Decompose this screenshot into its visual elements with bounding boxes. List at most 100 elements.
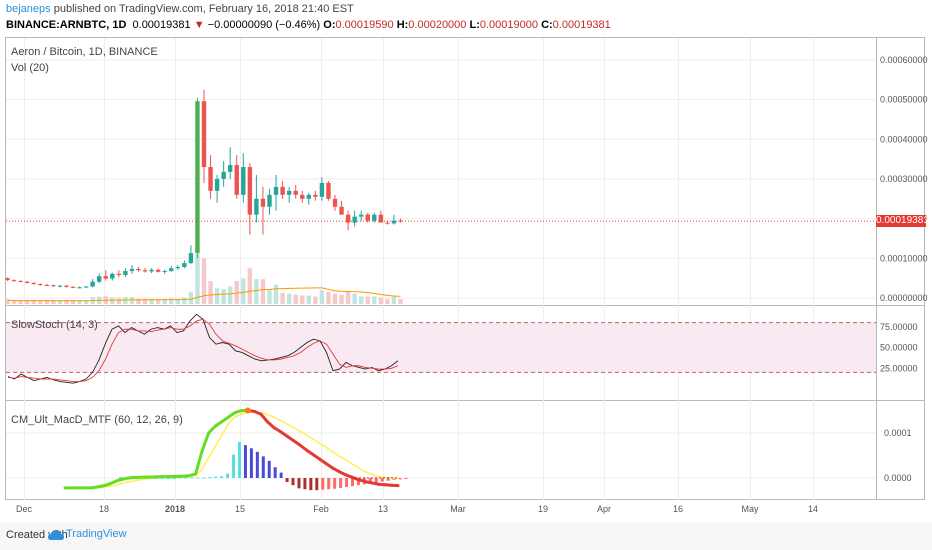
y-tick-label: 0.00040000 bbox=[880, 134, 928, 144]
volume-bar bbox=[247, 268, 253, 304]
tradingview-link[interactable]: TradingView bbox=[66, 528, 127, 540]
macd-hist-bar bbox=[368, 478, 372, 484]
candle-body bbox=[273, 186, 279, 195]
candle-body bbox=[306, 194, 311, 199]
candle-body bbox=[339, 206, 344, 215]
volume-bar bbox=[228, 286, 233, 304]
tradingview-cloud-icon bbox=[48, 530, 64, 540]
y-tick-label: 0.00030000 bbox=[880, 174, 928, 184]
macd-hist-bar bbox=[119, 477, 123, 479]
candle-body bbox=[97, 276, 102, 282]
author-link[interactable]: bejaneps bbox=[6, 3, 51, 15]
last-price: 0.00019381 bbox=[132, 19, 191, 31]
volume-bar bbox=[208, 281, 213, 304]
volume-bar bbox=[254, 279, 259, 304]
volume-bar bbox=[273, 284, 279, 304]
candle-body bbox=[391, 220, 397, 224]
stoch-band-fill bbox=[6, 322, 876, 373]
volume-bar bbox=[31, 299, 36, 304]
candle-body bbox=[221, 171, 226, 179]
volume-bar bbox=[38, 299, 43, 304]
macd-hist-bar bbox=[327, 478, 331, 490]
candle-body bbox=[332, 198, 338, 207]
last-price-tag: 0.00019381 bbox=[876, 215, 929, 228]
volume-bar bbox=[70, 300, 76, 304]
volume-bar bbox=[300, 295, 305, 304]
macd-hist-bar bbox=[226, 473, 230, 478]
volume-title: Vol (20) bbox=[11, 62, 49, 74]
volume-bar bbox=[175, 298, 180, 304]
macd-line-segment bbox=[194, 449, 204, 476]
candle-body bbox=[201, 101, 207, 168]
volume-bar bbox=[155, 299, 161, 304]
macd-hist-bar bbox=[291, 478, 295, 486]
volume-ma-line bbox=[7, 287, 401, 302]
y-tick-label: 0.0000 bbox=[884, 473, 912, 483]
x-tick-label: 16 bbox=[673, 504, 683, 514]
candle-body bbox=[83, 286, 89, 288]
close-value: 0.00019381 bbox=[552, 19, 611, 31]
x-tick-label: Feb bbox=[313, 504, 329, 514]
candle-body bbox=[300, 194, 305, 199]
macd-hist-bar bbox=[184, 477, 188, 479]
candle-body bbox=[378, 214, 384, 223]
x-tick-label: May bbox=[741, 504, 759, 514]
volume-bar bbox=[214, 288, 220, 304]
candle-body bbox=[110, 273, 115, 279]
macd-hist-bar bbox=[220, 476, 224, 478]
macd-hist-bar bbox=[208, 477, 212, 479]
volume-bar bbox=[286, 293, 292, 304]
candle-body bbox=[241, 167, 246, 195]
footer: Created with TradingView bbox=[0, 522, 932, 550]
macd-hist-bar bbox=[380, 478, 384, 482]
volume-bar bbox=[241, 278, 246, 304]
macd-hist-bar bbox=[309, 478, 313, 491]
volume-bar bbox=[182, 297, 187, 304]
macd-hist-bar bbox=[303, 478, 307, 490]
macd-hist-bar bbox=[398, 478, 402, 480]
stoch-pane-title: SlowStoch (14, 3) bbox=[11, 319, 98, 331]
volume-bar bbox=[116, 297, 122, 304]
candle-body bbox=[280, 186, 285, 195]
ohlc-line: BINANCE:ARNBTC, 1D 0.00019381 ▼ −0.00000… bbox=[6, 19, 611, 31]
candle-body bbox=[313, 194, 318, 197]
price-change: −0.00000090 (−0.46%) bbox=[207, 19, 321, 31]
macd-hist-bar bbox=[255, 451, 259, 478]
x-tick-label: 15 bbox=[235, 504, 245, 514]
candle-body bbox=[149, 269, 154, 272]
macd-hist-bar bbox=[356, 478, 360, 486]
volume-bar bbox=[391, 296, 397, 304]
low-label: L: bbox=[469, 19, 480, 31]
volume-bar bbox=[169, 298, 174, 304]
candle-body bbox=[51, 285, 56, 287]
volume-bar bbox=[365, 296, 370, 304]
candle-body bbox=[77, 287, 82, 289]
macd-hist-bar bbox=[267, 460, 271, 478]
open-label: O: bbox=[323, 19, 336, 31]
volume-bar bbox=[149, 298, 154, 304]
macd-hist-bar bbox=[178, 477, 182, 479]
volume-bar bbox=[64, 299, 69, 304]
candle-body bbox=[18, 280, 23, 282]
volume-bar bbox=[136, 298, 141, 304]
candle-body bbox=[31, 282, 36, 285]
macd-line-segment bbox=[207, 424, 217, 435]
macd-hist-bar bbox=[321, 478, 325, 490]
candle-body bbox=[142, 270, 148, 272]
candle-body bbox=[44, 284, 49, 286]
macd-line-segment bbox=[259, 412, 269, 424]
candle-body bbox=[372, 214, 377, 221]
open-value: 0.00019590 bbox=[335, 19, 394, 31]
y-tick-label: 0.00050000 bbox=[880, 95, 928, 105]
volume-bar bbox=[129, 297, 135, 304]
candle-body bbox=[175, 267, 180, 269]
volume-bar bbox=[11, 299, 17, 304]
candle-body bbox=[319, 182, 325, 197]
volume-bar bbox=[267, 289, 272, 304]
macd-hist-bar bbox=[273, 467, 277, 478]
candle-body bbox=[195, 101, 200, 254]
candle-body bbox=[24, 281, 30, 283]
candle-body bbox=[267, 194, 272, 207]
volume-bar bbox=[83, 300, 89, 304]
